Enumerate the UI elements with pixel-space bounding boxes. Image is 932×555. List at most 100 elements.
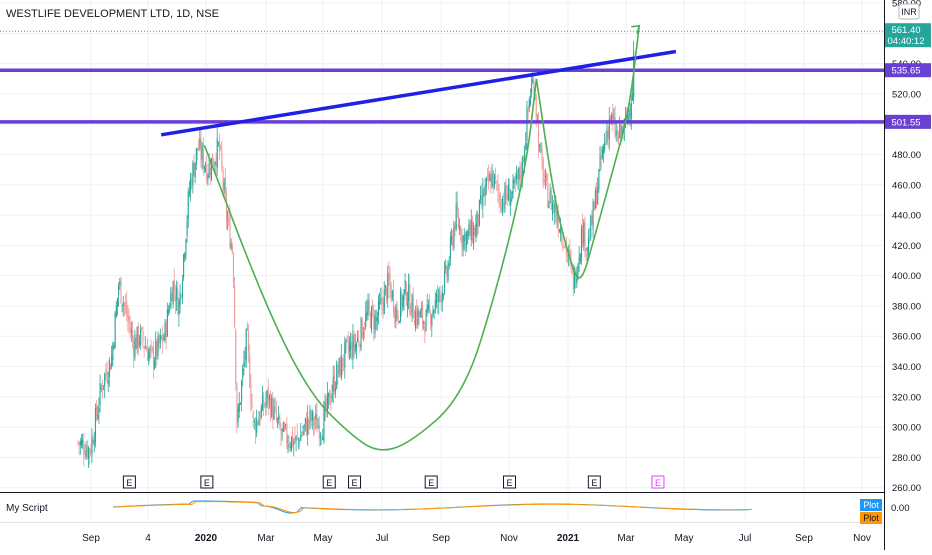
candle-body [512,179,514,194]
candle-body [322,437,324,441]
candle-body [147,348,149,361]
candle-body [383,289,385,315]
candle-body [169,309,171,311]
candle-body [273,406,275,419]
candle-body [115,305,117,317]
candle-body [547,183,549,208]
candle-body [323,409,325,442]
candle-body [287,444,289,448]
candle-body [89,448,91,454]
current-price-countdown: 04:40:12 [888,36,925,47]
candle-body [377,300,380,316]
candle-body [604,141,606,150]
earnings-marker [122,475,136,489]
candle-body [290,436,293,450]
candle-body [123,303,125,305]
indicator-legend-a [860,499,882,511]
price-tick-label: 400.00 [892,271,921,282]
candle-body [409,284,411,314]
candle-body [571,267,573,269]
candle-body [393,290,395,313]
candle-body [351,342,353,358]
current-price-value: 561.40 [891,25,920,36]
candle-body [474,227,476,236]
candle-body [330,402,332,404]
candle-body [631,94,634,101]
candle-body [201,146,203,161]
candle-body [179,292,181,305]
candle-body [119,281,121,286]
candle-body [394,309,396,319]
candle-body [561,232,563,240]
candle-body [176,287,178,300]
candle-body [107,380,109,384]
candle-body [326,393,328,411]
candle-body [560,227,562,234]
candle-body [156,340,158,357]
time-tick-label: Nov [853,533,871,544]
candle-body [228,218,230,220]
candle-body [94,408,96,442]
candle-body [579,254,581,263]
candle-body [367,301,369,313]
candle-body [104,373,106,386]
candle-body [258,418,260,426]
candle-body [80,440,83,446]
candle-body [527,107,529,111]
candle-body [236,383,238,426]
candle-body [167,311,170,313]
candle-body [174,295,177,303]
candle-body [162,334,164,343]
candle-body [550,189,552,210]
candle-body [386,287,388,301]
candle-body [84,455,86,457]
earnings-marker [587,475,601,489]
candle-body [216,138,218,168]
candle-body [475,223,477,239]
candle-body [105,370,107,375]
earnings-marker-label: E [126,478,132,488]
candle-body [424,326,426,334]
chart-title: WESTLIFE DEVELOPMENT LTD, 1D, NSE [6,8,219,20]
currency-box [898,3,920,20]
candle-body [551,202,554,214]
candle-body [608,118,610,140]
candle-body [423,321,425,325]
candle-body [333,374,335,393]
candle-body [106,371,108,381]
candle-body [186,220,188,237]
candle-body [254,422,257,434]
price-tick-label: 340.00 [892,362,921,373]
candle-body [178,301,180,316]
candle-body [502,198,504,211]
candle-body [165,323,167,338]
time-tick-label: Mar [257,533,275,544]
candle-body [498,194,500,197]
candle-body [446,268,448,277]
candle-body [306,420,308,435]
candle-body [161,336,163,339]
candle-body [619,123,621,138]
candle-body [556,219,558,221]
candle-body [261,395,264,411]
candle-body [528,99,530,109]
candle-body [268,395,270,400]
candle-body [272,399,274,421]
gridlines [0,0,884,522]
candle-body [587,237,589,252]
candle-body [207,176,209,178]
candle-body [554,204,556,213]
candle-body [493,174,496,186]
candle-body [489,174,491,182]
candle-body [538,121,540,151]
candle-body [87,447,90,459]
candle-body [488,172,490,184]
candle-body [455,204,457,230]
candle-body [520,174,522,181]
candle-body [577,264,579,279]
candle-body [439,290,441,295]
candle-body [419,311,421,318]
candle-body [480,195,482,201]
candle-body [183,254,185,277]
time-tick-label: Nov [500,533,518,544]
